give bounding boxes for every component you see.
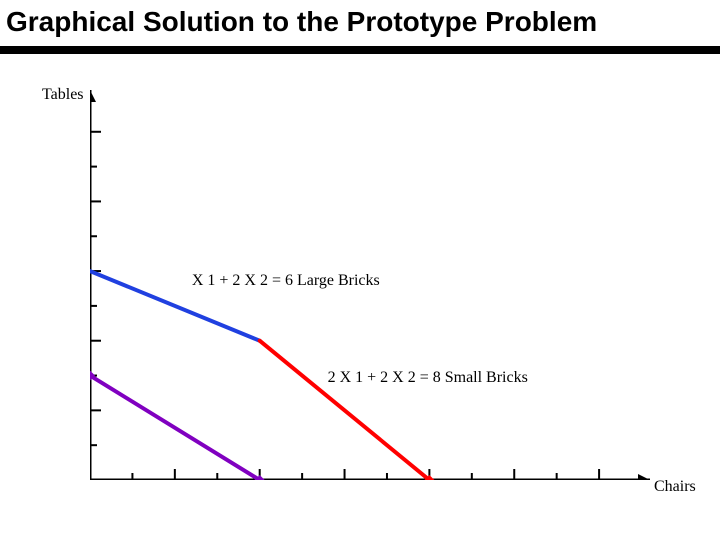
y-axis-arrow <box>90 90 96 102</box>
slide: Graphical Solution to the Prototype Prob… <box>0 0 720 540</box>
small-bricks-label: 2 X 1 + 2 X 2 = 8 Small Bricks <box>328 369 528 387</box>
x-axis-arrow <box>638 474 650 480</box>
title-underline <box>0 46 720 54</box>
x-axis-title: Chairs <box>654 478 696 496</box>
page-title: Graphical Solution to the Prototype Prob… <box>6 6 597 38</box>
small-bricks-line <box>260 341 430 480</box>
purple-edge <box>90 376 260 480</box>
y-axis-title: Tables <box>42 86 84 104</box>
large-bricks-label: X 1 + 2 X 2 = 6 Large Bricks <box>192 272 380 290</box>
